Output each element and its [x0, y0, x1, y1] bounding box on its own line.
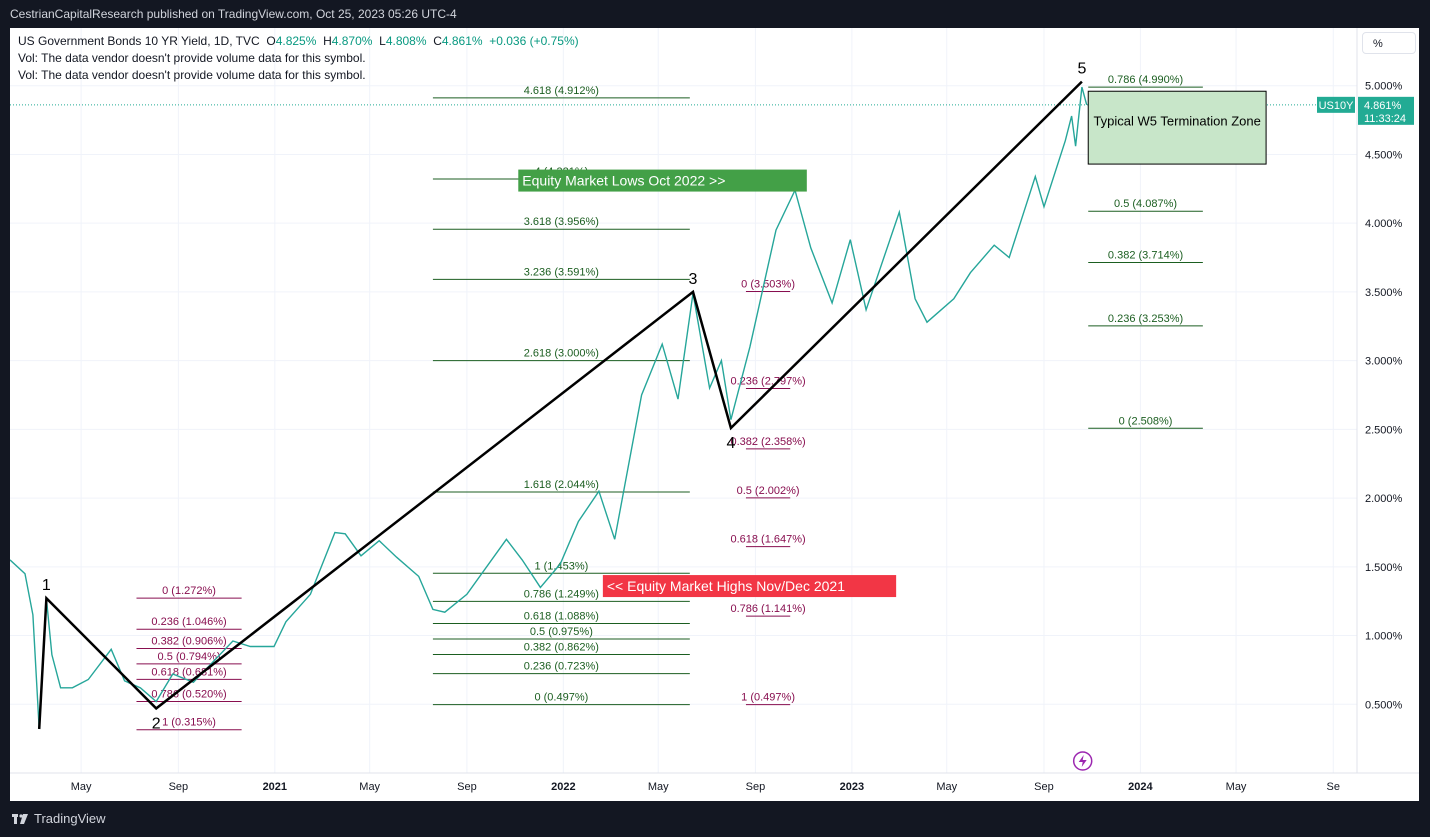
- symbol-tag: [1317, 96, 1355, 113]
- y-tick-5-000: 5.000%: [1365, 81, 1403, 93]
- fib-level-label: 3.236 (3.591%): [524, 266, 599, 278]
- y-tick-3-500: 3.500%: [1365, 287, 1403, 299]
- x-tick-sep: Sep: [1034, 781, 1054, 793]
- x-tick-2022: 2022: [551, 781, 575, 793]
- fib-level-label: 0.382 (0.906%): [151, 635, 226, 647]
- chart-canvas[interactable]: 0.500% 1.000% 1.500% 2.000% 2.500% 3.000% 3.50…: [10, 28, 1419, 801]
- x-tick-may: May: [936, 781, 957, 793]
- x-tick-2021: 2021: [263, 781, 287, 793]
- x-tick-sep: Sep: [169, 781, 189, 793]
- y-tick-2-000: 2.000%: [1365, 493, 1403, 505]
- high-label: H: [323, 34, 332, 48]
- low-value: 4.808%: [385, 34, 427, 48]
- fib-level-label: 0.786 (4.990%): [1108, 74, 1183, 86]
- x-tick-may: May: [71, 781, 92, 793]
- publisher-bar: CestrianCapitalResearch published on Tra…: [0, 0, 1430, 28]
- x-tick-may: May: [1226, 781, 1247, 793]
- footer-brand: TradingView: [34, 811, 106, 826]
- footer-bar: TradingView: [0, 801, 1430, 837]
- percent-scale-button[interactable]: %: [1362, 32, 1416, 54]
- lightning-bolt-icon: [1078, 755, 1087, 767]
- fib-level-label: 4.618 (4.912%): [524, 85, 599, 97]
- publisher-line: CestrianCapitalResearch published on Tra…: [10, 7, 457, 21]
- y-tick-4-000: 4.000%: [1365, 218, 1403, 230]
- fib-level-label: 0.382 (2.358%): [730, 436, 805, 448]
- volume-note-1: Vol: The data vendor doesn't provide vol…: [18, 51, 366, 65]
- close-value: 4.861%: [441, 34, 483, 48]
- x-tick-se: Se: [1327, 781, 1340, 793]
- symbol-legend: US Government Bonds 10 YR Yield, 1D, TVC…: [18, 34, 579, 48]
- fib-level-label: 0 (1.272%): [162, 585, 216, 597]
- x-tick-may: May: [359, 781, 380, 793]
- x-tick-sep: Sep: [457, 781, 477, 793]
- fib-level-label: 0 (2.508%): [1119, 415, 1173, 427]
- y-tick-0-500: 0.500%: [1365, 699, 1403, 711]
- countdown-value: 11:33:24: [1364, 113, 1406, 125]
- chart-panel[interactable]: 0.500% 1.000% 1.500% 2.000% 2.500% 3.000% 3.50…: [10, 28, 1419, 801]
- last-price-value: 4.861%: [1364, 100, 1402, 112]
- wave-label-5: 5: [1077, 61, 1086, 78]
- y-tick-1-500: 1.500%: [1365, 562, 1403, 574]
- symbol-title: US Government Bonds 10 YR Yield, 1D, TVC: [18, 34, 260, 48]
- annotation-box: [602, 575, 897, 598]
- x-tick-2023: 2023: [840, 781, 864, 793]
- tradingview-logo-icon: [12, 813, 28, 824]
- fib-level-label: 1 (0.497%): [741, 692, 795, 704]
- x-tick-sep: Sep: [746, 781, 766, 793]
- fib-level-label: 0.5 (0.975%): [530, 626, 593, 638]
- wave-label-4: 4: [726, 435, 735, 452]
- fib-level-label: 0.236 (0.723%): [524, 661, 599, 673]
- fib-level-label: 0 (3.503%): [741, 278, 795, 290]
- fib-level-label: 0.5 (2.002%): [737, 485, 800, 497]
- wave-label-3: 3: [689, 271, 698, 288]
- termination-zone-label: Typical W5 Termination Zone: [1093, 114, 1260, 129]
- volume-note-2: Vol: The data vendor doesn't provide vol…: [18, 68, 366, 82]
- lightning-icon: [1072, 751, 1093, 771]
- y-tick-4-500: 4.500%: [1365, 149, 1403, 161]
- tradingview-logo[interactable]: TradingView: [12, 811, 106, 826]
- fib-level-label: 1 (0.315%): [162, 717, 216, 729]
- fib-level-label: 0.5 (4.087%): [1114, 198, 1177, 210]
- fib-level-label: 0.236 (1.046%): [151, 616, 226, 628]
- change-value: +0.036 (+0.75%): [489, 34, 579, 48]
- fib-level-label: 0 (0.497%): [534, 692, 588, 704]
- low-label: L: [379, 34, 386, 48]
- y-tick-1-000: 1.000%: [1365, 631, 1403, 643]
- x-tick-2024: 2024: [1128, 781, 1153, 793]
- open-value: 4.825%: [275, 34, 317, 48]
- fib-level-label: 0.786 (1.141%): [730, 603, 805, 615]
- y-tick-3-000: 3.000%: [1365, 356, 1403, 368]
- symbol-tag-text: US10Y: [1319, 100, 1355, 112]
- fib-level-label: 2.618 (3.000%): [524, 348, 599, 360]
- fib-level-label: 0.618 (1.647%): [730, 534, 805, 546]
- close-label: C: [433, 34, 442, 48]
- fib-level-label: 0.786 (1.249%): [524, 588, 599, 600]
- fib-level-label: 0.236 (3.253%): [1108, 313, 1183, 325]
- fib-level-label: 0.382 (3.714%): [1108, 249, 1183, 261]
- fib-level-label: 0.382 (0.862%): [524, 642, 599, 654]
- fib-level-label: 1 (1.453%): [534, 560, 588, 572]
- annotation-box: [518, 169, 807, 192]
- last-price-tag: [1358, 96, 1414, 125]
- fib-level-label: 1.618 (2.044%): [524, 479, 599, 491]
- termination-zone-box: [1087, 90, 1267, 165]
- y-tick-2-500: 2.500%: [1365, 424, 1403, 436]
- wave-label-1: 1: [42, 577, 51, 594]
- fib-level-label: 3.618 (3.956%): [524, 216, 599, 228]
- fib-level-label: 0.5 (0.794%): [158, 651, 221, 663]
- open-label: O: [266, 34, 276, 48]
- x-tick-may: May: [648, 781, 669, 793]
- fib-level-label: 0.236 (2.797%): [730, 376, 805, 388]
- elliott-wave-path: [37, 80, 1083, 730]
- wave-label-2: 2: [152, 715, 161, 732]
- annotation-text: Equity Market Lows Oct 2022 >>: [522, 173, 725, 189]
- high-value: 4.870%: [331, 34, 373, 48]
- fib-level-label: 0.618 (0.681%): [151, 666, 226, 678]
- annotation-text: << Equity Market Highs Nov/Dec 2021: [607, 578, 845, 594]
- fib-level-label: 0.618 (1.088%): [524, 610, 599, 622]
